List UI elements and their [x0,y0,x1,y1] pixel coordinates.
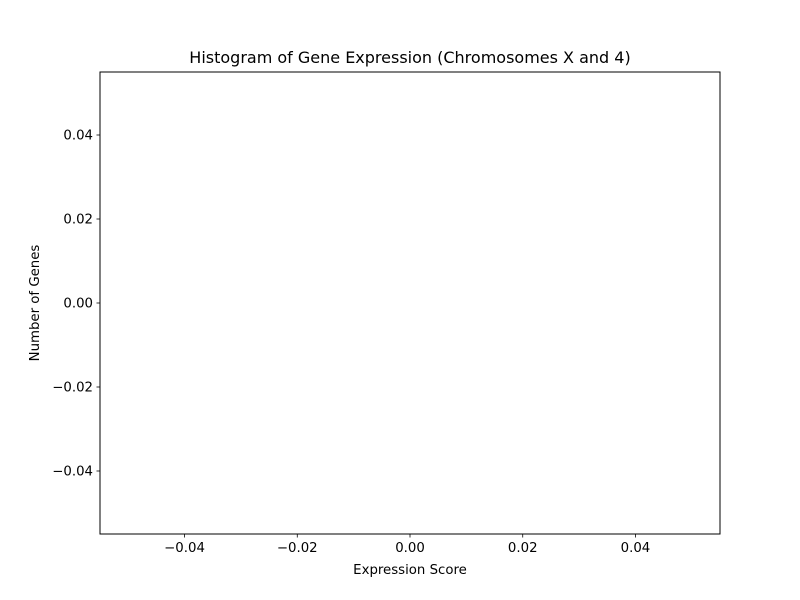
x-tick-label: −0.04 [164,541,205,556]
y-axis: −0.04 −0.02 0.00 0.02 0.04 [52,129,100,480]
y-tick-label: −0.02 [52,381,93,396]
chart-title: Histogram of Gene Expression (Chromosome… [189,48,630,67]
plot-area [99,71,721,535]
x-tick-label: 0.04 [621,541,651,556]
y-tick-label: −0.04 [52,465,93,480]
x-axis: −0.04 −0.02 0.00 0.02 0.04 [164,534,650,556]
plot-frame [99,71,721,535]
y-tick-label: 0.02 [63,213,93,228]
y-tick-label: 0.00 [63,297,93,312]
x-tick-label: 0.02 [508,541,538,556]
y-axis-title: Number of Genes [28,245,43,362]
x-axis-title: Expression Score [353,563,467,578]
x-tick-label: 0.00 [395,541,425,556]
y-tick-label: 0.04 [63,129,93,144]
x-tick-label: −0.02 [277,541,318,556]
